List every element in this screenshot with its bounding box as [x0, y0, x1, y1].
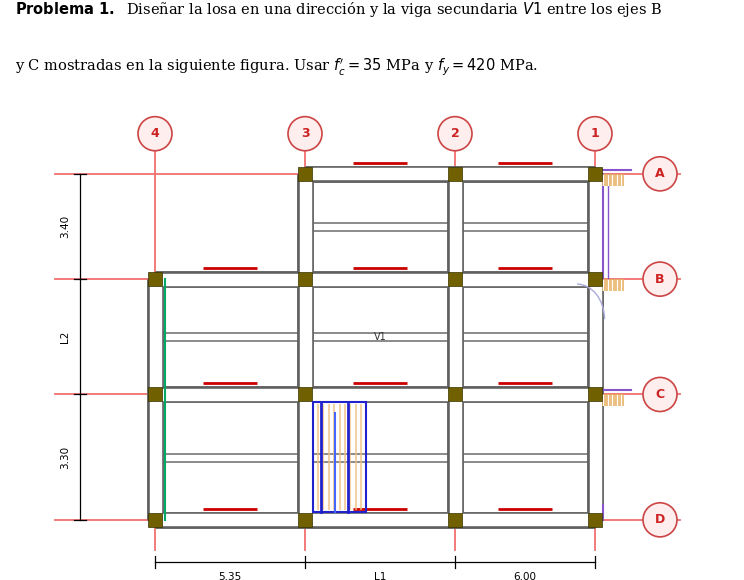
Circle shape — [138, 117, 172, 151]
Bar — [602, 174, 624, 186]
Text: 2: 2 — [451, 127, 459, 140]
Text: 4: 4 — [150, 127, 159, 140]
Bar — [298, 387, 312, 401]
Circle shape — [643, 262, 677, 296]
Bar — [588, 387, 602, 401]
Bar — [298, 513, 312, 527]
Text: D: D — [655, 513, 665, 526]
Circle shape — [438, 117, 472, 151]
Bar — [448, 167, 462, 181]
Bar — [448, 513, 462, 527]
Text: 3.30: 3.30 — [60, 445, 70, 469]
Bar — [313, 403, 366, 512]
Text: y C mostradas en la siguiente figura. Usar $f_c^{\prime} = 35$ MPa y $f_y = 420$: y C mostradas en la siguiente figura. Us… — [15, 57, 538, 78]
Bar — [148, 387, 162, 401]
Bar — [448, 272, 462, 286]
Text: 6.00: 6.00 — [513, 572, 536, 580]
Bar — [588, 167, 602, 181]
Bar — [588, 513, 602, 527]
Bar — [148, 513, 162, 527]
Circle shape — [288, 117, 322, 151]
Text: B: B — [655, 273, 664, 285]
Bar — [448, 387, 462, 401]
Text: V1: V1 — [373, 332, 386, 342]
Circle shape — [643, 503, 677, 537]
Text: 1: 1 — [591, 127, 600, 140]
Text: 3.40: 3.40 — [60, 215, 70, 238]
Circle shape — [578, 117, 612, 151]
Bar — [602, 394, 624, 407]
Text: 3: 3 — [301, 127, 310, 140]
Text: C: C — [655, 388, 664, 401]
Text: $\mathbf{Problema\ 1.}$  Diseñar la losa en una dirección y la viga secundaria $: $\mathbf{Problema\ 1.}$ Diseñar la losa … — [15, 0, 662, 19]
Bar — [602, 279, 624, 291]
Bar — [298, 167, 312, 181]
Text: 5.35: 5.35 — [219, 572, 242, 580]
Circle shape — [643, 157, 677, 191]
Text: L2: L2 — [60, 331, 70, 343]
Text: A: A — [655, 167, 665, 180]
Bar — [298, 272, 312, 286]
Circle shape — [643, 378, 677, 412]
Bar — [588, 272, 602, 286]
Text: L1: L1 — [373, 572, 386, 580]
Bar — [148, 272, 162, 286]
